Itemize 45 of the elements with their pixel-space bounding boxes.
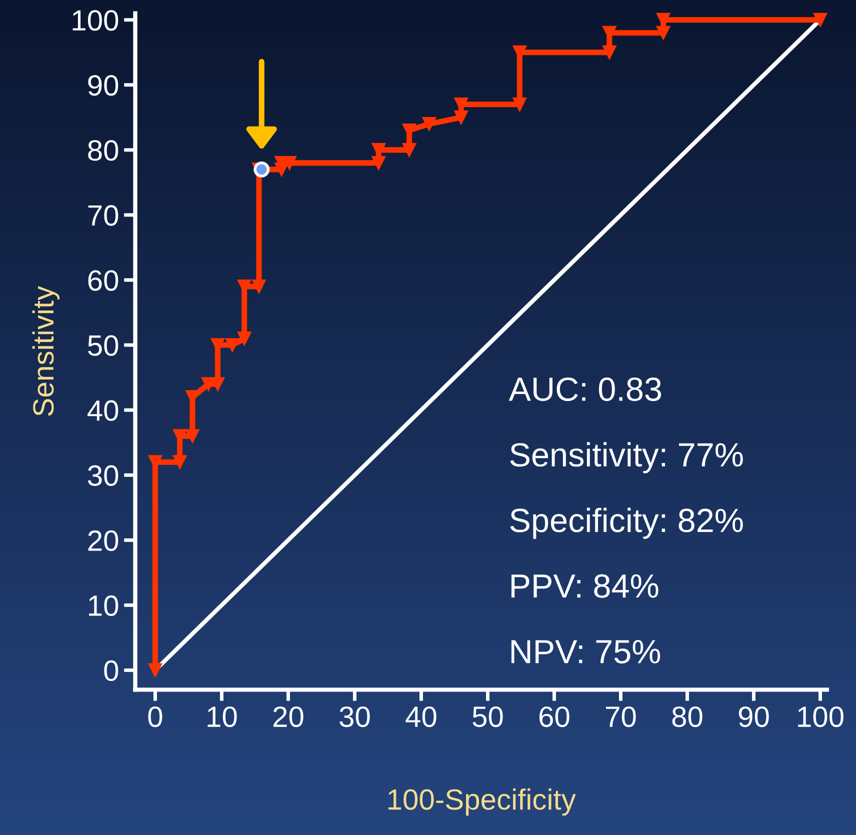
point	[813, 12, 828, 27]
y-axis-title: Sensitivity	[32, 286, 60, 416]
annotation: PPV: 84%	[511, 574, 658, 598]
x-tick-label: 100	[798, 706, 844, 728]
point	[512, 97, 527, 112]
annotation: NPV: 75%	[511, 640, 660, 664]
y-tick-label: 80	[88, 140, 118, 161]
point	[656, 26, 670, 40]
y-tick-label: 10	[89, 595, 118, 616]
point	[422, 116, 436, 131]
point	[172, 455, 187, 470]
annotation: Sensitivity: 77%	[510, 442, 743, 474]
point	[252, 280, 266, 294]
x-tick-label: 10	[208, 706, 237, 728]
y-tick-label: 20	[88, 530, 118, 551]
x-tick-label: 40	[406, 706, 436, 728]
x-axis-title: 100-Specificity	[388, 788, 576, 816]
point	[148, 663, 162, 678]
point	[254, 161, 270, 178]
annotation: Specificity: 82%	[510, 508, 743, 539]
point	[454, 110, 468, 124]
y-tick-label: 100	[72, 10, 118, 31]
point	[185, 429, 200, 444]
y-tick-label: 90	[88, 75, 118, 96]
x-tick-label: 70	[606, 706, 636, 728]
y-tick-label: 70	[88, 205, 118, 226]
y-tick-label: 50	[88, 335, 118, 356]
point	[210, 377, 225, 391]
y-tick-label: 40	[88, 400, 118, 421]
x-tick-label: 60	[539, 706, 570, 728]
point	[402, 142, 416, 157]
y-tick-label: 0	[104, 660, 118, 682]
point	[372, 156, 386, 170]
y-tick-label: 30	[88, 465, 118, 486]
x-tick-label: 80	[672, 706, 702, 728]
point	[602, 45, 616, 60]
x-tick-label: 90	[738, 706, 769, 728]
point	[237, 332, 252, 346]
point	[225, 338, 240, 352]
x-tick-label: 50	[472, 706, 503, 728]
y-tick-label: 60	[88, 270, 118, 291]
annotation: AUC: 0.83	[508, 377, 662, 402]
x-tick-label: 0	[148, 706, 162, 728]
x-tick-label: 30	[340, 706, 370, 728]
x-tick-label: 20	[273, 706, 304, 728]
